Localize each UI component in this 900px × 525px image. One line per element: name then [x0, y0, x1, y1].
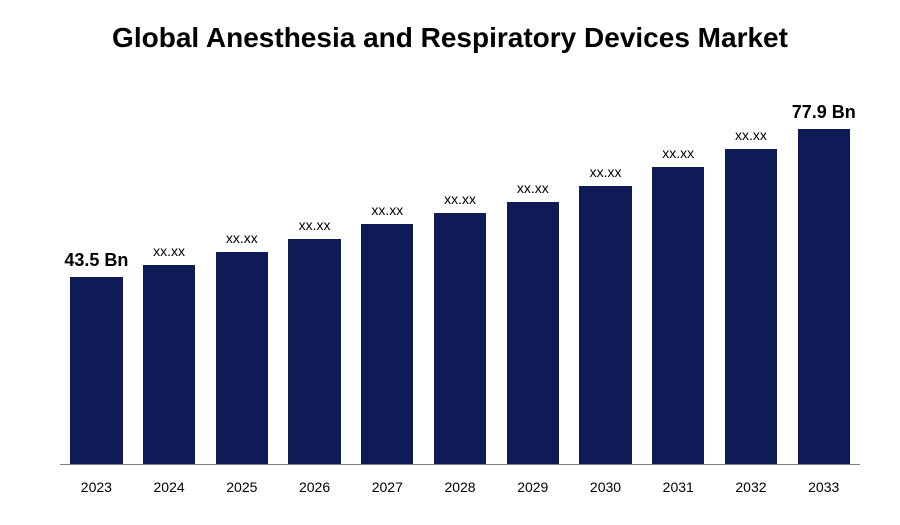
bar-slot: xx.xx [715, 120, 788, 465]
x-axis-label: 2032 [715, 479, 788, 495]
bar [361, 224, 413, 465]
bar-value-label: xx.xx [278, 217, 351, 239]
x-axis-label: 2024 [133, 479, 206, 495]
bar-value-label: xx.xx [424, 191, 497, 213]
x-axis-label: 2033 [787, 479, 860, 495]
x-axis-label: 2023 [60, 479, 133, 495]
bar-slot: xx.xx [133, 120, 206, 465]
bar [725, 149, 777, 465]
chart-container: Global Anesthesia and Respiratory Device… [0, 0, 900, 525]
plot-area: 43.5 Bnxx.xxxx.xxxx.xxxx.xxxx.xxxx.xxxx.… [60, 120, 860, 465]
bar-slot: xx.xx [205, 120, 278, 465]
bar-slot: xx.xx [496, 120, 569, 465]
bars-group: 43.5 Bnxx.xxxx.xxxx.xxxx.xxxx.xxxx.xxxx.… [60, 120, 860, 465]
bar [288, 239, 340, 465]
x-baseline [60, 464, 860, 465]
bar-slot: xx.xx [424, 120, 497, 465]
bar-slot: 77.9 Bn [787, 120, 860, 465]
bar [579, 186, 631, 465]
bar-slot: xx.xx [278, 120, 351, 465]
bar [434, 213, 486, 465]
bar [652, 167, 704, 465]
bar [507, 202, 559, 465]
x-axis-label: 2025 [205, 479, 278, 495]
bar-slot: xx.xx [569, 120, 642, 465]
bar-value-label: xx.xx [133, 243, 206, 265]
x-axis: 2023202420252026202720282029203020312032… [60, 479, 860, 495]
bar-slot: 43.5 Bn [60, 120, 133, 465]
x-axis-label: 2030 [569, 479, 642, 495]
x-axis-label: 2026 [278, 479, 351, 495]
x-axis-label: 2028 [424, 479, 497, 495]
bar-value-label: xx.xx [205, 230, 278, 252]
bar-value-label: xx.xx [642, 145, 715, 167]
bar-value-label: 43.5 Bn [60, 250, 133, 277]
bar [798, 129, 850, 465]
bar-value-label: 77.9 Bn [787, 102, 860, 129]
bar-value-label: xx.xx [715, 127, 788, 149]
chart-title: Global Anesthesia and Respiratory Device… [30, 20, 870, 55]
bar-value-label: xx.xx [351, 202, 424, 224]
bar [70, 277, 122, 465]
bar [143, 265, 195, 465]
x-axis-label: 2029 [496, 479, 569, 495]
bar-slot: xx.xx [642, 120, 715, 465]
bar-value-label: xx.xx [496, 180, 569, 202]
x-axis-label: 2031 [642, 479, 715, 495]
bar [216, 252, 268, 465]
bar-value-label: xx.xx [569, 164, 642, 186]
bar-slot: xx.xx [351, 120, 424, 465]
x-axis-label: 2027 [351, 479, 424, 495]
